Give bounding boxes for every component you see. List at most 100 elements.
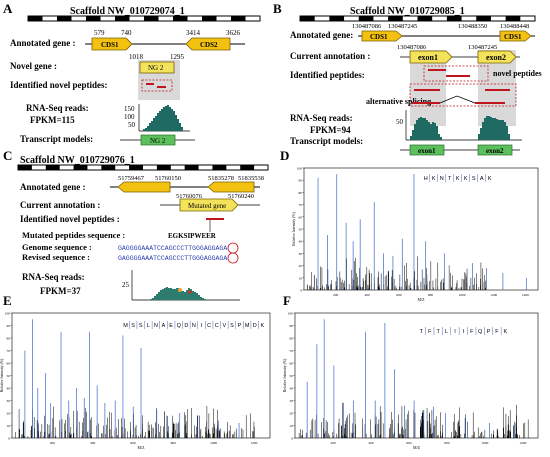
y-tick-label: 30: [7, 399, 11, 403]
sequence-residue: S: [131, 323, 135, 329]
y-tick-label: 40: [7, 387, 11, 391]
sequence-residue: L: [147, 323, 150, 329]
coverage-bar: [147, 126, 149, 131]
coverage-bar: [165, 106, 167, 131]
peptide-dashbox-a: [141, 79, 173, 92]
coverage-bar: [174, 289, 176, 300]
sequence-residue: F: [470, 329, 474, 335]
tick-a-150: 150: [124, 105, 135, 113]
coverage-plot-c: [150, 287, 206, 300]
coord-a-579: 579: [94, 29, 105, 37]
fpkm-c: FPKM=37: [40, 286, 81, 296]
cds1-left-label-b: CDS1: [370, 33, 388, 41]
cds1-right-b: [499, 30, 532, 42]
coverage-plot-b: [410, 116, 510, 140]
panel-c: C Scaffold NW_010729076_1 51759467 51760…: [3, 148, 269, 301]
y-axis-label: Relative Intensity (%): [0, 358, 4, 392]
ruler-segment: [329, 16, 345, 21]
cds2-label-a: CDS2: [200, 41, 218, 49]
sequence-residue: T: [436, 329, 440, 335]
gene-arrow-c2: [207, 181, 255, 193]
coverage-bar: [171, 109, 173, 131]
y-tick-label: 70: [7, 349, 11, 353]
annotated-gene-label-b: Annotated gene:: [290, 30, 353, 40]
y-tick-label: 90: [299, 179, 303, 183]
coord-b-2: 130487245: [388, 23, 417, 30]
sequence-residue: F: [428, 329, 432, 335]
sequence-residue: C: [207, 323, 211, 329]
exon2-box-b: [477, 50, 517, 64]
coord-b-cur2: 130487245: [468, 44, 497, 51]
sequence-residue: S: [230, 323, 234, 329]
gene-arrow-c1: [117, 181, 171, 193]
ng2-label-a: NG 2: [148, 64, 164, 72]
coverage-bar: [412, 130, 414, 140]
scaffold-ruler-c: [18, 165, 255, 170]
ruler-segment: [101, 165, 116, 170]
rna-label-c: RNA-Seq reads:: [22, 272, 85, 282]
sequence-residue: Q: [478, 329, 483, 335]
x-axis-label: M/Z: [137, 445, 145, 450]
x-tick-label: 1000: [459, 293, 466, 297]
x-tick-label: 600: [130, 441, 136, 445]
y-tick-label: 80: [7, 337, 11, 341]
ruler-segment: [476, 16, 491, 21]
coverage-bar: [158, 292, 160, 300]
coverage-bar: [492, 118, 494, 140]
sequence-residue: A: [162, 323, 166, 329]
coverage-marker: [178, 288, 182, 292]
y-tick-label: 20: [299, 264, 303, 268]
ruler-segment: [212, 165, 227, 170]
coverage-bar: [166, 287, 168, 300]
coverage-bar: [416, 120, 418, 140]
coord-a-1295: 1295: [170, 53, 185, 61]
exon1-box-b: [409, 50, 453, 64]
fpkm-b: FPKM=94: [310, 125, 351, 135]
coverage-bar: [494, 118, 496, 140]
coverage-bar: [496, 119, 498, 140]
exon2-green-label-b: exon2: [486, 147, 504, 155]
coord-c-cur1: 51760076: [176, 193, 203, 200]
mutated-peptide-seq-c: EGKSIPWEER: [168, 232, 217, 240]
coverage-bar: [162, 289, 164, 300]
coverage-bar: [172, 289, 174, 300]
coverage-bar: [432, 122, 434, 140]
coverage-bar: [410, 136, 412, 140]
sequence-residue: K: [504, 329, 508, 335]
y-tick-label: 80: [299, 191, 303, 195]
sequence-residue: M: [123, 323, 128, 329]
spectrum-frame: [294, 312, 539, 439]
peptide-dashbox-b2: [409, 83, 517, 107]
coverage-bar: [478, 134, 480, 140]
coverage-bar: [161, 109, 163, 131]
sequence-residue: N: [154, 323, 158, 329]
rna-label-a: RNA-Seq reads:: [26, 103, 89, 113]
y-tick-label: 0: [300, 289, 302, 293]
coverage-bar: [155, 116, 157, 131]
scaffold-b-label: Scaffold NW_010729085_1: [350, 6, 465, 17]
coverage-bar: [168, 288, 170, 300]
y-tick-label: 20: [290, 412, 294, 416]
revised-seq-label-c: Revised sequence :: [22, 252, 90, 262]
coverage-bar: [163, 107, 165, 131]
tick-c-25: 25: [122, 281, 130, 289]
coord-a-3414: 3414: [186, 29, 201, 37]
coverage-bar: [438, 134, 440, 140]
sequence-residue: M: [245, 323, 250, 329]
coverage-bar: [192, 291, 194, 300]
y-tick-label: 100: [5, 312, 11, 316]
y-tick-label: 70: [290, 349, 294, 353]
cds1-label-a: CDS1: [101, 41, 119, 49]
coverage-bar: [506, 126, 508, 140]
coverage-bar: [150, 299, 152, 300]
panel-f-letter: F: [283, 293, 291, 308]
coverage-bar: [153, 118, 155, 131]
x-tick-label: 800: [171, 441, 177, 445]
sequence-residue: I: [463, 329, 465, 335]
mutation-highlight-c1: [227, 242, 239, 254]
genome-seq-c: GAGGGGAAATCCAGCCCTTGGGAGGAGA: [118, 245, 227, 252]
coord-a-740: 740: [121, 29, 132, 37]
coverage-bar: [175, 115, 177, 131]
sequence-residue: L: [445, 329, 448, 335]
